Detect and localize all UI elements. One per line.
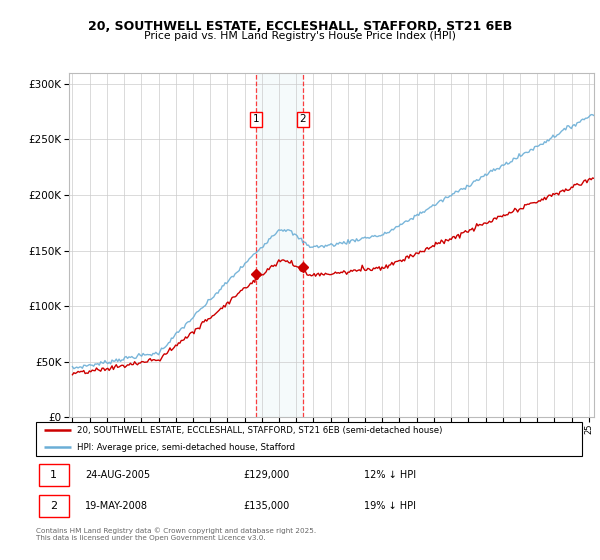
Text: 19-MAY-2008: 19-MAY-2008 [85,501,148,511]
Text: 1: 1 [50,470,57,480]
Text: 24-AUG-2005: 24-AUG-2005 [85,470,150,480]
Text: 1: 1 [253,114,259,124]
Bar [39,495,69,517]
Text: HPI: Average price, semi-detached house, Stafford: HPI: Average price, semi-detached house,… [77,442,295,451]
Text: 2: 2 [50,501,58,511]
Text: 12% ↓ HPI: 12% ↓ HPI [364,470,416,480]
Bar [256,73,303,417]
Text: Price paid vs. HM Land Registry's House Price Index (HPI): Price paid vs. HM Land Registry's House … [144,31,456,41]
Bar [39,464,69,486]
Text: 20, SOUTHWELL ESTATE, ECCLESHALL, STAFFORD, ST21 6EB: 20, SOUTHWELL ESTATE, ECCLESHALL, STAFFO… [88,20,512,32]
Text: Contains HM Land Registry data © Crown copyright and database right 2025.
This d: Contains HM Land Registry data © Crown c… [36,528,316,541]
Text: 2: 2 [299,114,306,124]
Text: £135,000: £135,000 [244,501,290,511]
Text: £129,000: £129,000 [244,470,290,480]
Text: 19% ↓ HPI: 19% ↓ HPI [364,501,416,511]
Text: 20, SOUTHWELL ESTATE, ECCLESHALL, STAFFORD, ST21 6EB (semi-detached house): 20, SOUTHWELL ESTATE, ECCLESHALL, STAFFO… [77,426,442,435]
